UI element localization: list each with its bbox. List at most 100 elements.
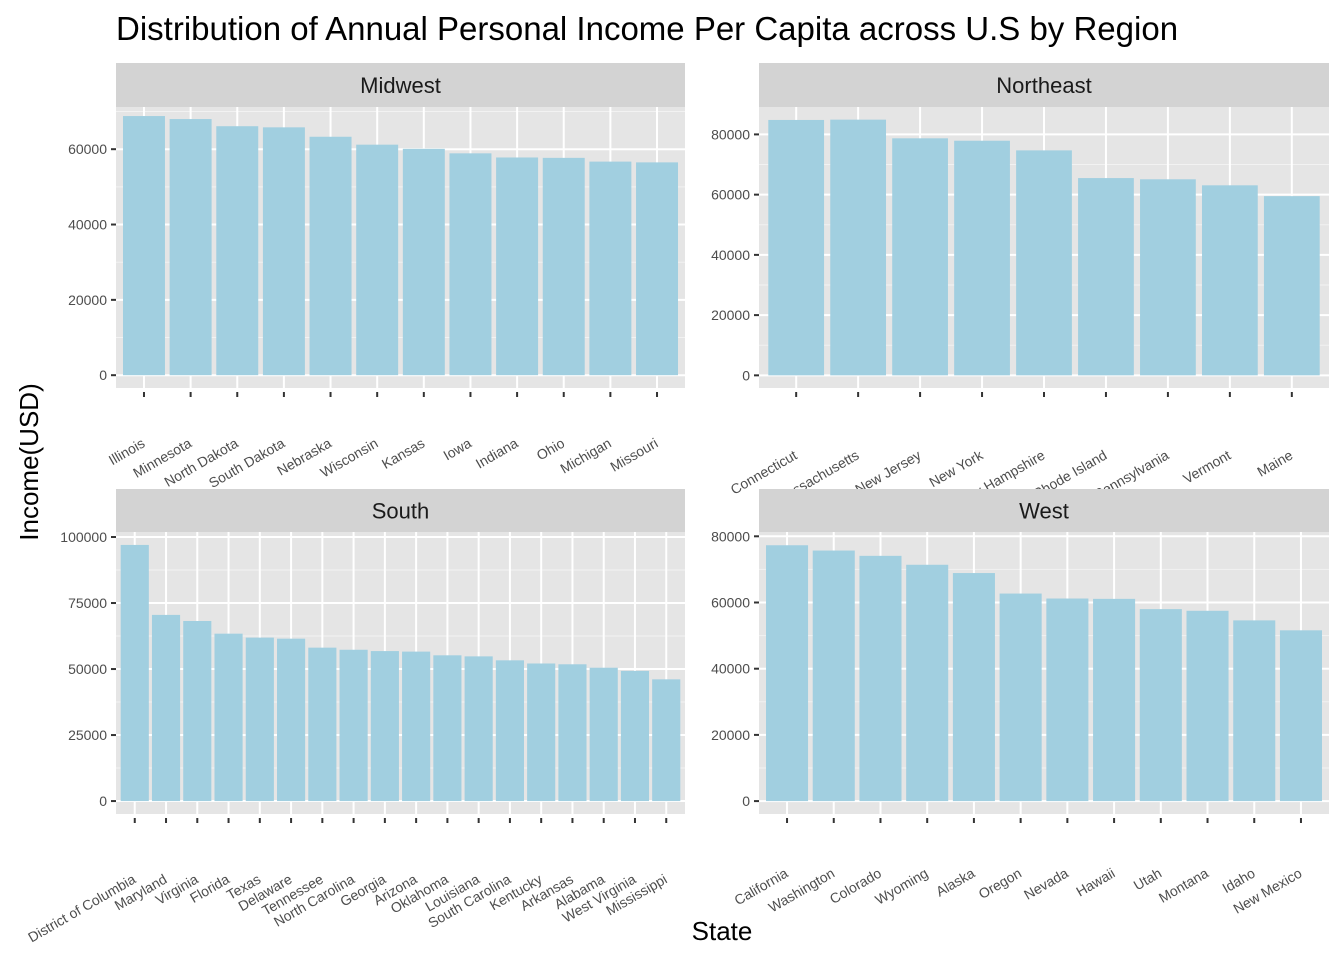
- bar-oregon: [999, 593, 1042, 802]
- y-tick-label: 60000: [711, 595, 750, 611]
- bar-nevada: [1046, 598, 1089, 802]
- bar-minnesota: [169, 119, 212, 376]
- bar-south-dakota: [262, 127, 305, 376]
- bar-kentucky: [527, 663, 556, 802]
- bar-hawaii: [1093, 598, 1136, 802]
- bar-maine: [1263, 196, 1320, 376]
- bar-tennessee: [308, 647, 337, 802]
- bar-utah: [1139, 609, 1182, 802]
- bar-new-hampshire: [1016, 150, 1072, 376]
- bar-connecticut: [768, 119, 825, 376]
- y-tick-label: 0: [742, 793, 750, 809]
- bar-texas: [245, 637, 274, 802]
- bar-indiana: [496, 157, 539, 376]
- x-tick-label: Oregon: [976, 865, 1024, 902]
- bar-district-of-columbia: [120, 544, 149, 802]
- y-tick-label: 20000: [711, 307, 750, 323]
- bar-pennsylvania: [1140, 179, 1196, 376]
- bar-florida: [214, 633, 243, 802]
- bar-west-virginia: [620, 670, 650, 802]
- y-tick-label: 40000: [711, 247, 750, 263]
- x-tick-label: Iowa: [440, 435, 474, 464]
- y-axis-title: Income(USD): [14, 383, 44, 540]
- facet-strip-label: Northeast: [996, 73, 1091, 98]
- y-tick-label: 0: [99, 793, 107, 809]
- x-tick-label: Alaska: [933, 865, 978, 900]
- x-tick-label: Hawaii: [1073, 865, 1117, 900]
- bar-mississippi: [652, 679, 681, 802]
- facet-strip-label: South: [372, 499, 430, 524]
- bar-vermont: [1201, 185, 1258, 376]
- bar-alabama: [589, 667, 618, 802]
- bar-washington: [812, 550, 855, 802]
- panel-midwest: Midwest0200004000060000IllinoisMinnesota…: [68, 63, 685, 491]
- x-tick-label: Wyoming: [872, 865, 930, 908]
- bar-wyoming: [906, 564, 949, 802]
- panel-west: West020000400006000080000CaliforniaWashi…: [711, 489, 1329, 917]
- bar-north-carolina: [339, 649, 368, 802]
- y-tick-label: 40000: [68, 217, 107, 233]
- y-tick-label: 75000: [68, 595, 107, 611]
- y-tick-label: 0: [742, 367, 750, 383]
- y-tick-label: 80000: [711, 528, 750, 544]
- chart-title: Distribution of Annual Personal Income P…: [116, 10, 1178, 47]
- y-tick-label: 20000: [68, 292, 107, 308]
- x-tick-label: Vermont: [1180, 447, 1233, 487]
- bar-iowa: [449, 153, 492, 376]
- bar-massachusetts: [830, 119, 887, 376]
- bar-new-york: [954, 140, 1010, 376]
- bar-rhode-island: [1078, 178, 1134, 376]
- bar-louisiana: [464, 656, 493, 802]
- x-axis-title: State: [692, 916, 753, 946]
- bar-north-dakota: [216, 126, 259, 376]
- x-tick-label: Montana: [1156, 865, 1211, 906]
- y-tick-label: 0: [99, 367, 107, 383]
- bar-colorado: [859, 555, 902, 802]
- x-tick-label: Indiana: [473, 435, 521, 472]
- facet-strip-label: Midwest: [360, 73, 441, 98]
- chart-panels: Midwest0200004000060000IllinoisMinnesota…: [25, 63, 1329, 945]
- facet-strip: [116, 489, 685, 532]
- y-tick-label: 60000: [68, 141, 107, 157]
- bar-kansas: [402, 148, 445, 376]
- bar-illinois: [122, 116, 165, 376]
- bar-new-jersey: [892, 138, 948, 376]
- y-tick-label: 100000: [60, 529, 107, 545]
- bar-virginia: [183, 620, 212, 802]
- facet-strip-label: West: [1019, 499, 1069, 524]
- bar-ohio: [542, 157, 585, 376]
- bar-missouri: [636, 162, 679, 376]
- x-tick-label: Michigan: [557, 435, 614, 477]
- bar-south-carolina: [495, 660, 524, 802]
- bar-georgia: [370, 651, 399, 802]
- bar-delaware: [277, 638, 306, 802]
- y-tick-label: 50000: [68, 661, 107, 677]
- bar-alaska: [952, 573, 995, 802]
- facet-strip: [116, 63, 685, 107]
- y-tick-label: 20000: [711, 727, 750, 743]
- y-tick-label: 25000: [68, 727, 107, 743]
- bar-oklahoma: [433, 655, 462, 802]
- bar-arizona: [402, 651, 431, 802]
- facet-strip: [759, 63, 1329, 107]
- bar-idaho: [1233, 620, 1276, 802]
- x-tick-label: Maine: [1254, 447, 1295, 480]
- y-tick-label: 40000: [711, 661, 750, 677]
- bar-new-mexico: [1279, 630, 1322, 802]
- bar-maryland: [151, 614, 181, 802]
- x-tick-label: Kansas: [379, 435, 427, 472]
- y-tick-label: 60000: [711, 187, 750, 203]
- bar-michigan: [589, 161, 632, 376]
- bar-california: [766, 545, 809, 802]
- bar-arkansas: [558, 664, 587, 802]
- bar-nebraska: [309, 136, 352, 376]
- y-tick-label: 80000: [711, 126, 750, 142]
- panel-northeast: Northeast020000400006000080000Connecticu…: [711, 63, 1329, 510]
- bar-montana: [1186, 610, 1229, 802]
- x-tick-label: Nevada: [1021, 865, 1071, 903]
- x-tick-label: Missouri: [607, 435, 660, 475]
- bar-wisconsin: [356, 144, 399, 376]
- facet-strip: [759, 489, 1329, 532]
